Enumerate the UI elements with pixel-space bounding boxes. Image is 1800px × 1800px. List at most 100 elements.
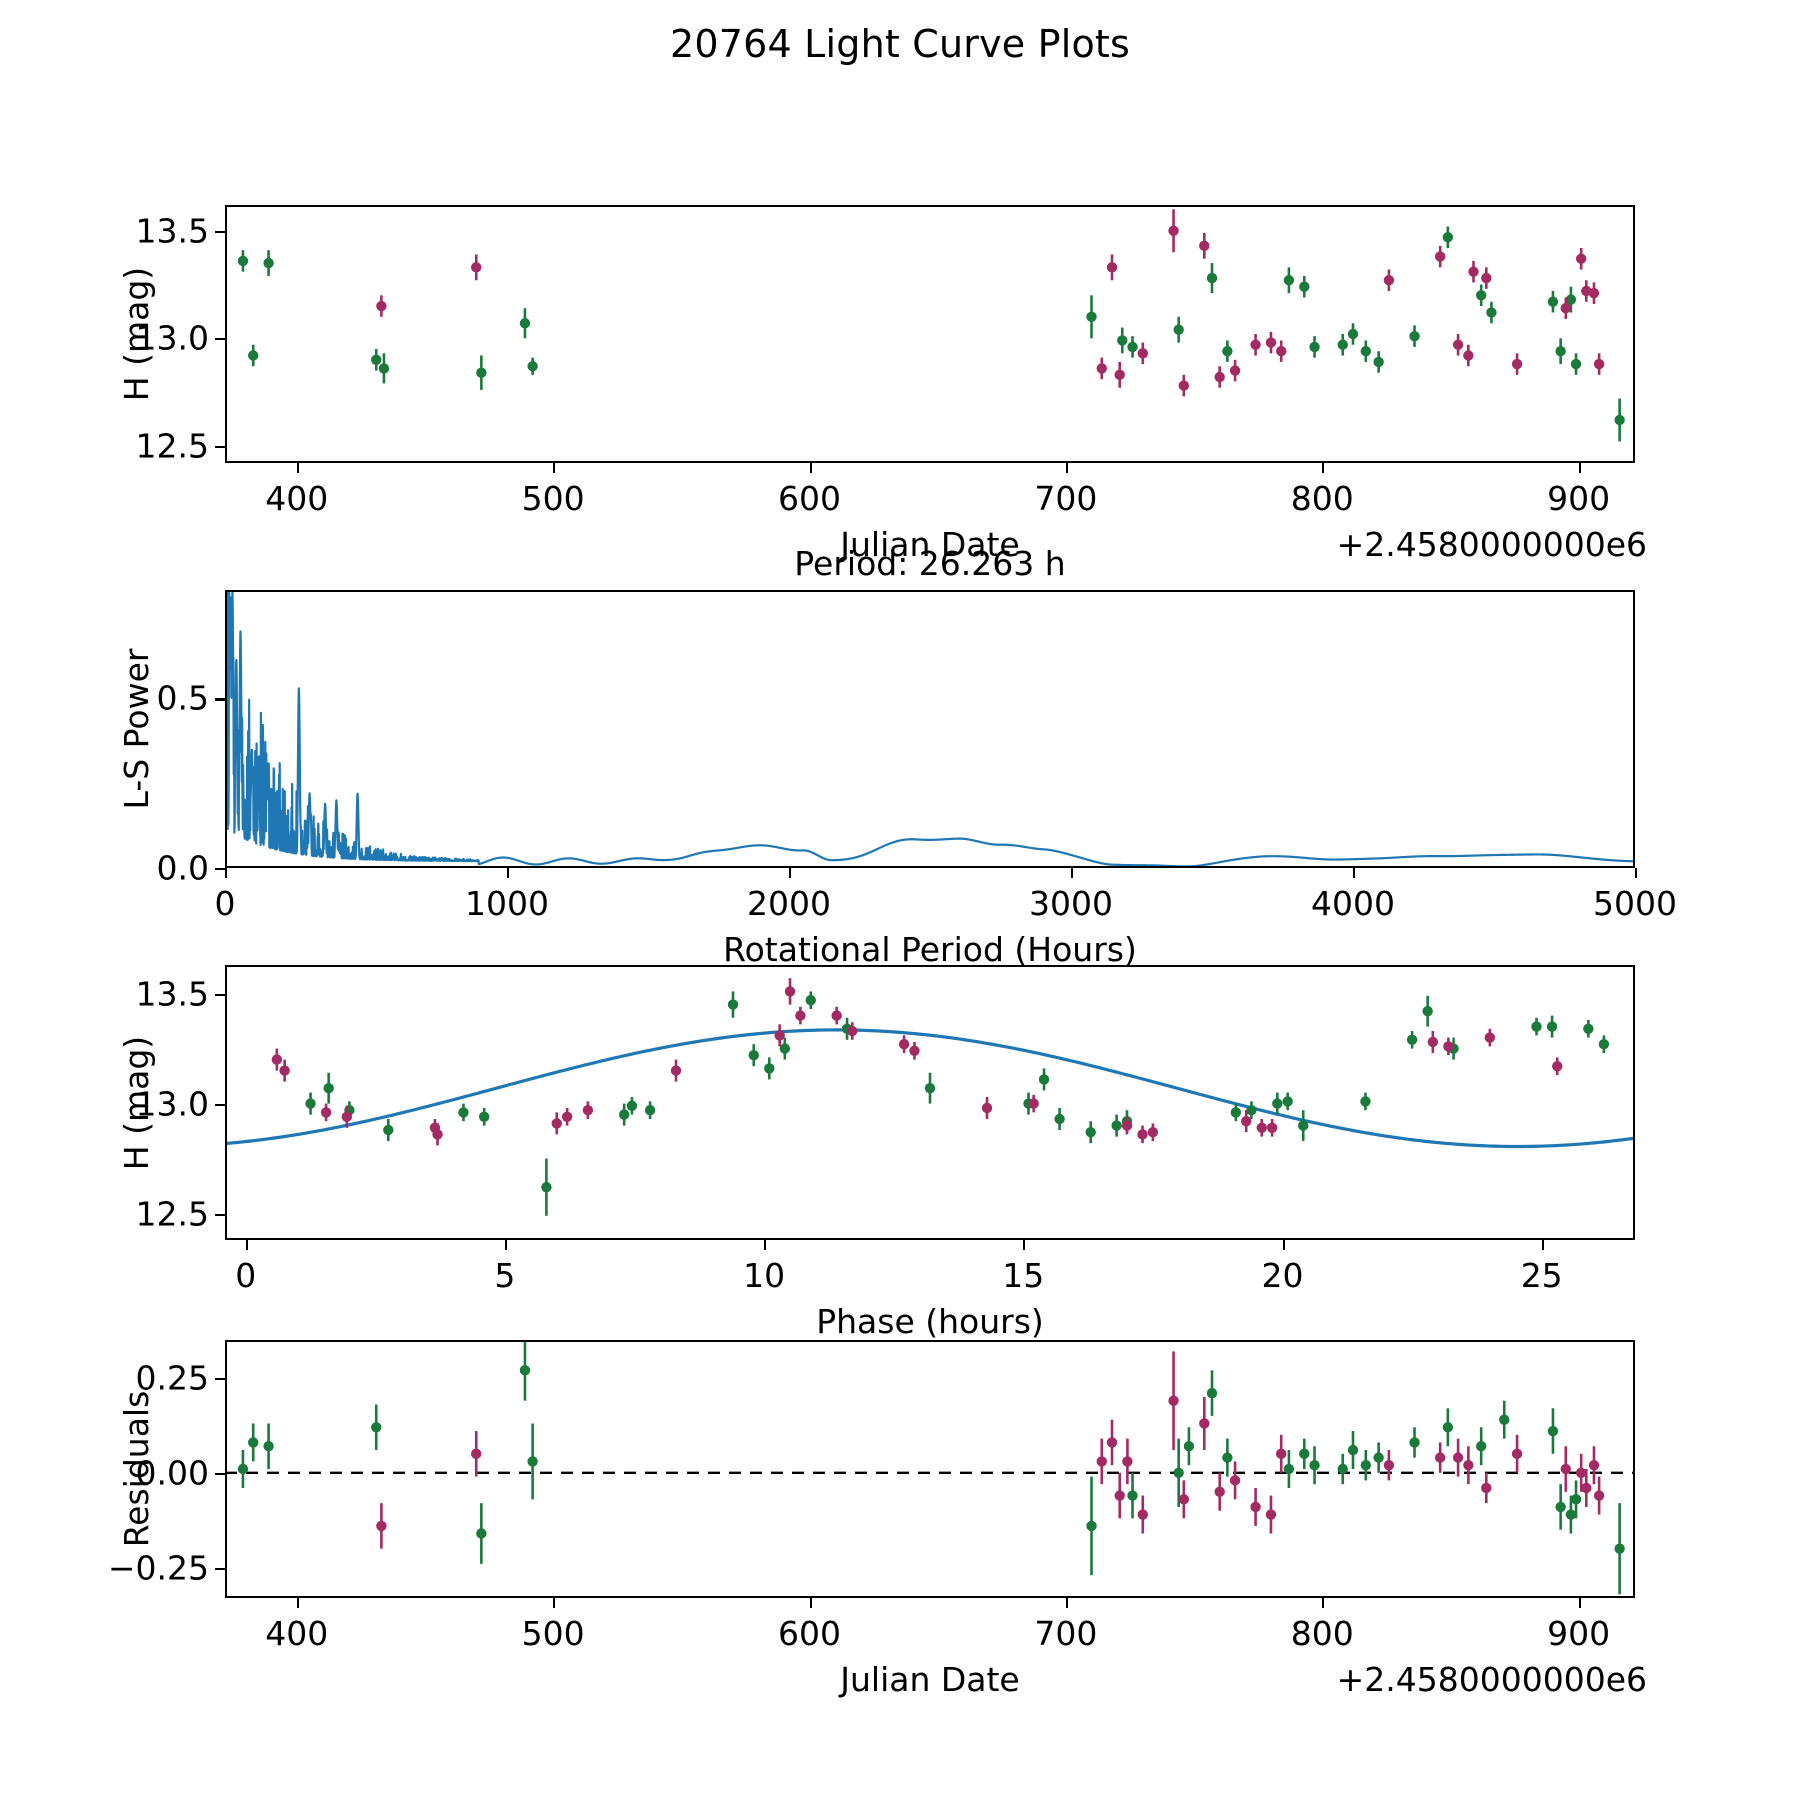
x-axis-tick [1065,1598,1069,1608]
x-axis-tick [1578,1598,1581,1608]
x-axis-tick [245,1240,248,1250]
x-axis-tick [225,868,228,878]
x-axis-tick [764,1240,767,1250]
x-axis-tick [553,1598,556,1608]
axes-frame [225,205,1635,463]
x-axis-offset-text: +2.4580000000e6 [1336,525,1647,564]
x-axis-tick [296,1598,299,1608]
periodogram-line [225,590,1635,868]
panel-phase-folded-lightcurve [215,965,1635,1250]
x-axis-tick-label: 600 [778,1614,841,1653]
y-axis-tick-label: 0.0 [156,848,209,888]
y-axis-tick-label: 13.5 [135,974,209,1014]
y-axis-tick-label: 0.25 [135,1358,209,1398]
panel-residuals-vs-date [215,1340,1635,1608]
x-axis-tick [553,463,556,473]
x-axis-tick-label: 5 [494,1256,516,1295]
x-axis-tick-label: 1000 [465,884,549,923]
x-axis-tick-label: 3000 [1029,884,1113,923]
y-axis-label: Residuals [117,1390,156,1548]
axes-frame [225,965,1635,1240]
x-axis-tick-label: 500 [521,1614,585,1653]
y-axis-tick [215,1103,225,1106]
plot-area-residuals [225,1340,1635,1598]
x-axis-tick [1322,463,1325,473]
phase-marks [225,978,1635,1216]
y-axis-tick [215,993,225,996]
series-green [237,1340,1625,1595]
x-axis-tick-label: 400 [265,479,329,518]
y-axis-tick-label: 13.0 [135,1084,209,1124]
x-axis-tick-label: 4000 [1311,884,1395,923]
x-axis-tick [809,463,812,473]
y-axis-tick-label: 12.5 [135,426,209,466]
axes-frame [225,1340,1635,1598]
y-axis-tick [215,230,225,233]
x-axis-tick-label: 800 [1290,1614,1354,1653]
series-magenta [376,209,1605,397]
x-axis-tick-label: 25 [1520,1256,1563,1295]
y-axis-tick [215,1377,225,1381]
x-axis-tick-label: 600 [778,479,841,518]
x-axis-tick [809,1598,812,1608]
x-axis-tick-label: 0 [235,1256,257,1295]
x-axis-tick-label: 400 [265,1614,329,1653]
series-green [237,226,1625,442]
x-axis-tick-label: 700 [1034,479,1098,518]
y-axis-tick-label: 13.0 [135,318,209,358]
x-axis-tick-label: 500 [521,479,585,518]
x-axis-tick [504,1240,508,1250]
page-title: 20764 Light Curve Plots [669,22,1131,66]
y-axis-tick-label: 0.5 [156,678,209,718]
x-axis-tick [1065,463,1069,473]
x-axis-tick-label: 700 [1034,1614,1098,1653]
x-axis-tick [1578,463,1581,473]
x-axis-tick-label: 800 [1290,479,1354,518]
x-axis-tick-label: 15 [1002,1256,1045,1295]
y-axis-tick-label: −0.25 [107,1548,209,1588]
y-axis-label: L-S Power [117,648,156,810]
x-axis-tick [1353,868,1356,878]
y-axis-label: H (mag) [117,1035,156,1170]
y-axis-tick [215,868,225,871]
plot-area-lightcurve [225,205,1635,463]
x-axis-tick-label: 10 [743,1256,786,1295]
x-axis-label: Phase (hours) [816,1302,1044,1341]
panel-lomb-scargle-periodogram [215,590,1638,878]
x-axis-tick [1635,868,1638,878]
plot-area-periodogram [225,590,1635,868]
y-axis-tick [215,1472,225,1475]
lightcurve-marks [237,209,1625,442]
x-axis-tick [1071,868,1074,878]
plot-annotation-period: Period: 26.263 h [794,544,1066,583]
x-axis-tick [1541,1240,1544,1250]
x-axis-tick-label: 900 [1547,1614,1611,1653]
x-axis-label: Rotational Period (Hours) [723,930,1137,969]
plot-area-phase [225,965,1635,1240]
x-axis-tick [1322,1598,1325,1608]
x-axis-tick [1282,1240,1285,1250]
series-magenta [271,978,1563,1146]
y-axis-tick [215,1213,225,1216]
y-axis-tick-label: 0.00 [135,1453,209,1493]
series-green [305,991,1610,1216]
residual-marks [225,1340,1635,1595]
x-axis-tick-label: 2000 [747,884,831,923]
y-axis-label: H (mag) [117,266,156,402]
y-axis-tick [215,445,225,448]
x-axis-tick [296,463,299,473]
y-axis-tick-label: 13.5 [135,211,209,251]
x-axis-tick [507,868,510,878]
axes-frame [225,590,1635,868]
x-axis-tick-label: 5000 [1593,884,1677,923]
y-axis-tick [215,698,225,701]
y-axis-tick-label: 12.5 [135,1194,209,1234]
x-axis-label: Julian Date [840,1660,1020,1699]
x-axis-tick-label: 0 [214,884,236,923]
y-axis-tick [215,1567,225,1570]
x-axis-offset-text: +2.4580000000e6 [1336,1660,1647,1699]
y-axis-tick [215,338,225,341]
panel-lightcurve-vs-date [215,205,1635,473]
x-axis-tick [789,868,792,878]
